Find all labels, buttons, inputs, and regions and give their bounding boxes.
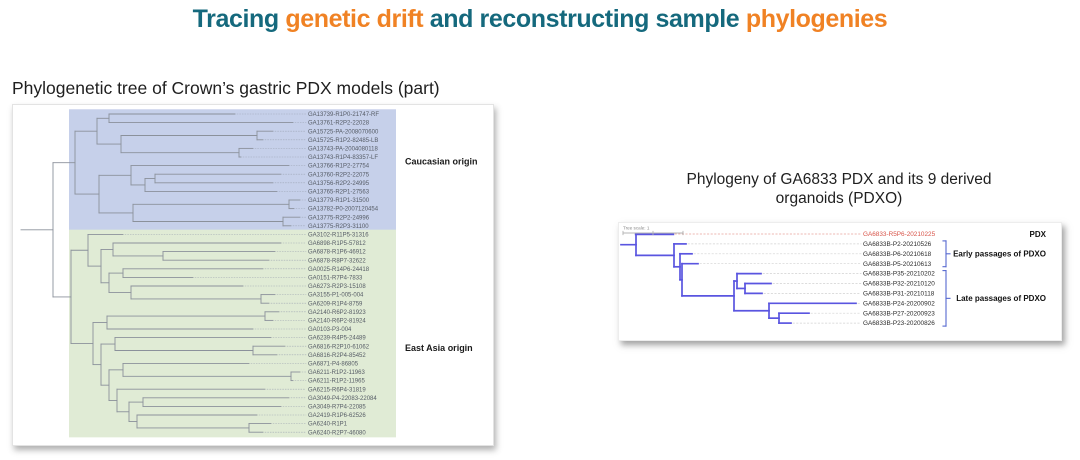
- region-label: East Asia origin: [405, 343, 473, 353]
- leaf-label: GA13782-P0-2007120454: [308, 207, 379, 213]
- leaf-label: GA6211-R1P2-11963: [308, 370, 365, 376]
- title-segment: phylogenies: [745, 5, 888, 33]
- region-rect-1: [69, 229, 396, 438]
- leaf-label: GA6833B-P31-20210118: [863, 291, 935, 298]
- leaf-label: GA6898-R1P5-57812: [308, 241, 366, 247]
- leaf-label: GA13775-R2P3-31100: [308, 224, 369, 230]
- leaf-label: GA2140-R6P2-81924: [308, 319, 366, 325]
- leaf-label: GA6833B-P6-20210618: [863, 251, 932, 258]
- right-phylogenetic-tree: GA6833-R5P6-20210225 GA6833B-P2-20210526 G…: [620, 226, 1047, 327]
- leaf-label: GA6239-R4P5-24489: [308, 336, 366, 342]
- leaf-label: GA3049-P4-22083-22084: [308, 396, 377, 402]
- leaf-label: GA6833B-P32-20210120: [863, 281, 935, 288]
- leaf-label: GA15725-PA-2008070600: [308, 129, 379, 135]
- region-label: Caucasian origin: [405, 156, 478, 166]
- leaf-label: GA3102-R11P5-31316: [308, 233, 369, 239]
- leaf-label: GA13761-R2P2-22028: [308, 121, 370, 127]
- leaf-label: GA6816-R2P10-61062: [308, 344, 370, 350]
- leaf-label: GA6833B-P2-20210526: [863, 241, 932, 248]
- leaf-label: GA0025-R14P6-24418: [308, 267, 370, 273]
- left-phylogenetic-tree: Caucasian origin East Asia origin GA13739-…: [20, 109, 478, 438]
- leaf-label: GA6833B-P27-20200923: [863, 310, 935, 317]
- title-segment: genetic drift: [285, 5, 424, 33]
- right-tree-figure: GA6833-R5P6-20210225 GA6833B-P2-20210526 G…: [618, 222, 1062, 341]
- leaf-label: GA6878-R8P7-32622: [308, 258, 366, 264]
- leaf-label: GA6833B-P5-20210613: [863, 261, 932, 268]
- leaf-label: GA3155-P1-005-004: [308, 293, 364, 299]
- leaf-label: GA13756-R2P2-24995: [308, 181, 370, 187]
- leaf-label: GA13779-R1P1-31500: [308, 198, 370, 204]
- slide-title: Tracing genetic drift and reconstructing…: [0, 5, 1080, 34]
- right-figure-heading: Phylogeny of GA6833 PDX and its 9 derive…: [686, 171, 992, 207]
- title-segment: Tracing: [192, 5, 286, 33]
- leaf-label: GA13765-R2P1-27563: [308, 190, 370, 196]
- leaf-label: GA13743-R1P4-83357-LF: [308, 155, 378, 161]
- annotation-label: Early passages of PDXO: [953, 250, 1046, 259]
- leaf-label: GA3049-R7P4-22085: [308, 405, 366, 411]
- region-rect-0: [69, 109, 396, 231]
- leaf-label: GA6816-R2P4-85452: [308, 353, 366, 359]
- leaf-label: GA13775-R2P2-24996: [308, 215, 370, 221]
- leaf-label: GA15725-R1P2-82485-LB: [308, 138, 378, 144]
- leaf-label: GA2140-R6P2-81923: [308, 310, 366, 316]
- annotation-label: Late passages of PDXO: [956, 294, 1046, 303]
- leaf-label: GA6215-R6P4-31819: [308, 387, 366, 393]
- tree-scale-label: Tree scale: 1: [623, 226, 650, 231]
- leaf-label: GA6833B-P24-20200902: [863, 300, 935, 307]
- leaf-label: GA13743-PA-2004080118: [308, 147, 378, 153]
- leaf-label: GA13739-R1P0-21747-RF: [308, 112, 379, 118]
- title-segment: and reconstructing sample: [423, 5, 746, 33]
- leaf-label: GA2419-R1P6-62526: [308, 413, 366, 419]
- annotation-label: PDX: [1030, 230, 1047, 239]
- leaf-label: GA6878-R1P6-46912: [308, 250, 366, 256]
- left-figure-heading: Phylogenetic tree of Crown’s gastric PDX…: [12, 78, 440, 98]
- leaf-label: GA13760-R2P2-22075: [308, 172, 370, 178]
- leaf-label: GA6211-R1P2-11965: [308, 379, 365, 385]
- leaf-label: GA6240-R1P1: [308, 422, 348, 428]
- leaf-label: GA6833B-P35-20210202: [863, 271, 935, 278]
- leaf-label: GA0103-P3-004: [308, 327, 352, 333]
- leaf-label: GA0151-R7P4-7833: [308, 276, 363, 282]
- left-tree-figure: Caucasian origin East Asia origin GA13739-…: [12, 104, 494, 446]
- leaf-label: GA6240-R2P7-46080: [308, 430, 366, 436]
- leaf-label: GA6833B-P23-20200826: [863, 320, 935, 327]
- leaf-label: GA6833-R5P6-20210225: [863, 231, 936, 238]
- leaf-label: GA6209-R1P4-8759: [308, 301, 363, 307]
- leaf-label: GA6273-R2P3-15108: [308, 284, 366, 290]
- leaf-label: GA13766-R1P2-27754: [308, 164, 370, 170]
- leaf-label: GA6871-P4-86805: [308, 362, 359, 368]
